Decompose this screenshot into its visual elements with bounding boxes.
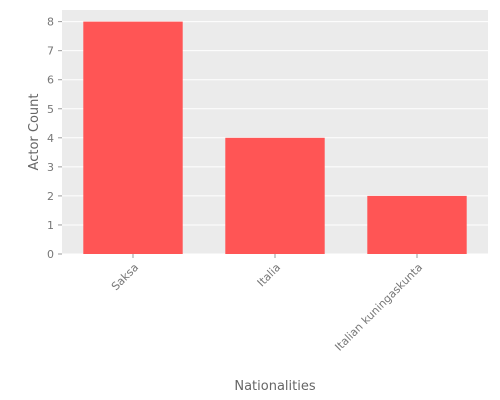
bar-italian-kuningaskunta [367, 195, 467, 254]
x-axis-label: Nationalities [234, 379, 315, 394]
y-axis-label: Actor Count [27, 94, 42, 171]
y-tick-label: 1 [47, 219, 54, 232]
bar-italia [225, 137, 325, 254]
y-tick-label: 6 [47, 74, 54, 87]
x-tick-label: Italia [255, 261, 283, 289]
x-tick-labels: Saksa Italia Italian kuningaskunta [109, 254, 425, 354]
bars [83, 21, 467, 254]
y-tick-label: 3 [47, 161, 54, 174]
y-tick-label: 0 [47, 248, 54, 261]
y-tick-label: 8 [47, 16, 54, 29]
y-tick-label: 7 [47, 45, 54, 58]
bar-saksa [83, 21, 183, 254]
y-tick-label: 2 [47, 190, 54, 203]
x-tick-label: Saksa [109, 261, 141, 293]
x-tick-label: Italian kuningaskunta [332, 261, 425, 354]
y-tick-labels: 0 1 2 3 4 5 6 7 8 [47, 16, 62, 261]
y-tick-label: 4 [47, 132, 54, 145]
y-tick-label: 5 [47, 103, 54, 116]
